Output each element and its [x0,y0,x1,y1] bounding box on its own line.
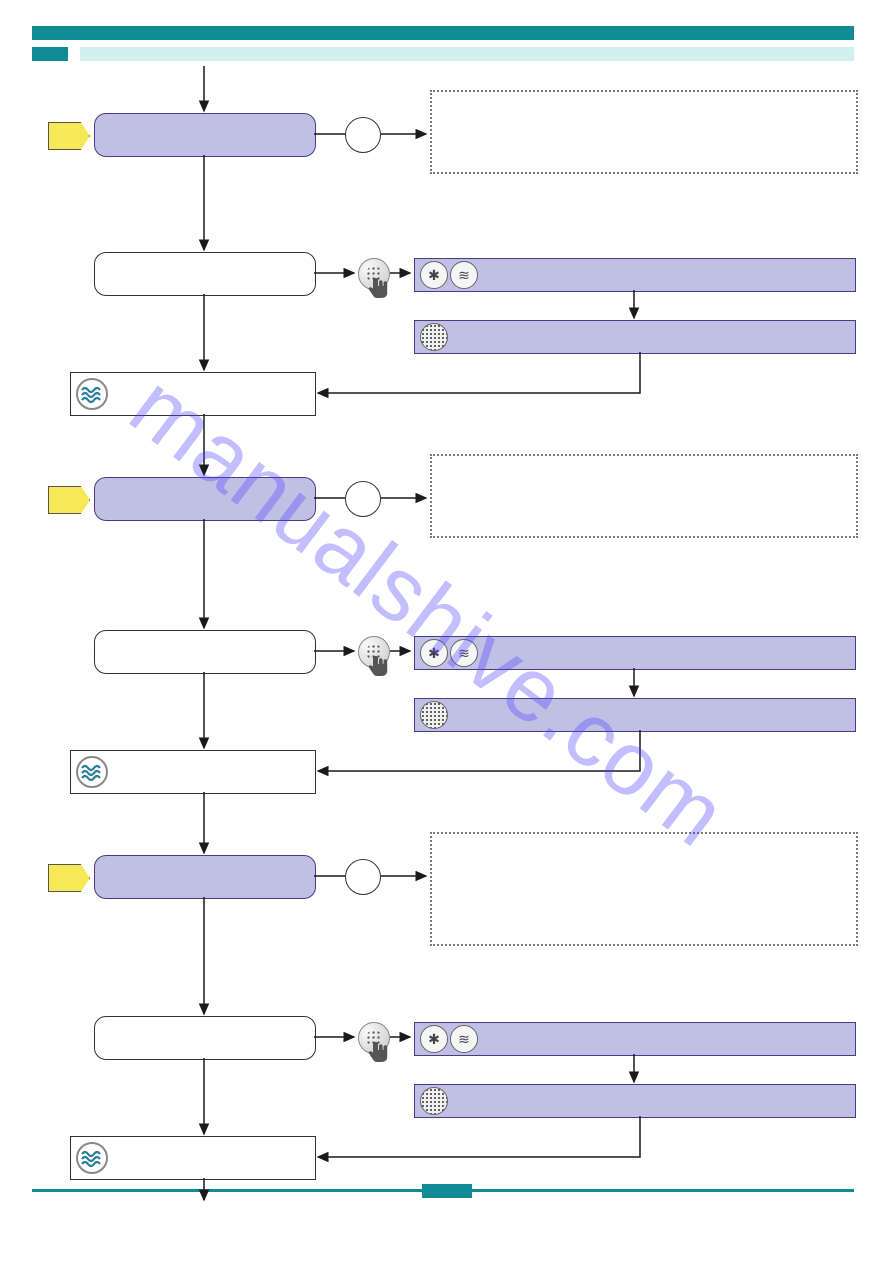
diagram-canvas: ✱≋✱≋✱≋manualshive.com [0,0,893,1263]
